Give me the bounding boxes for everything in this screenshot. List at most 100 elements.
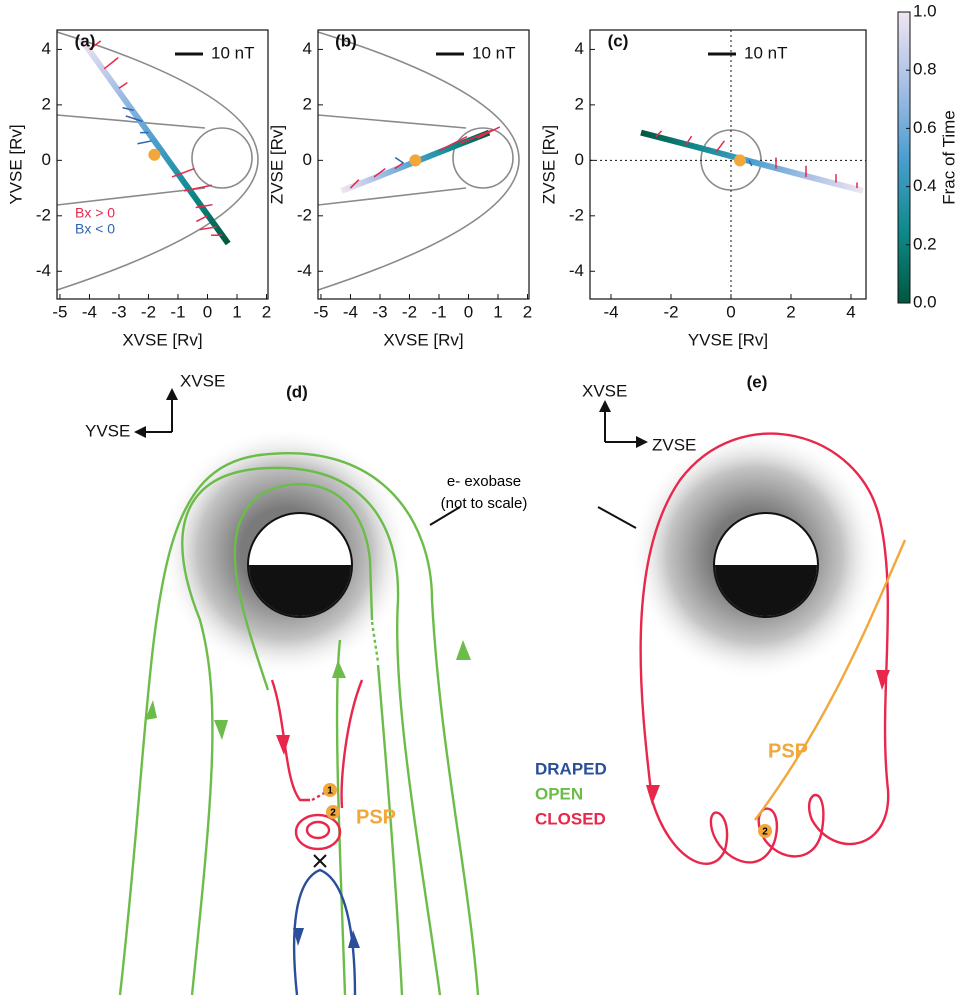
x-tick-label: 1 bbox=[232, 302, 241, 321]
model-boundaries bbox=[56, 31, 762, 291]
scale-bar-label: 10 nT bbox=[744, 43, 787, 62]
field-vector bbox=[118, 82, 128, 89]
y-tick-label: -4 bbox=[36, 261, 51, 280]
scale-bar-label: 10 nT bbox=[211, 43, 254, 62]
x-tick-label: 0 bbox=[203, 302, 212, 321]
field-vector bbox=[373, 167, 386, 178]
x-tick-label: 2 bbox=[786, 302, 795, 321]
field-vector bbox=[394, 156, 404, 164]
field-vector bbox=[394, 162, 404, 170]
x-tick-label: -5 bbox=[52, 302, 67, 321]
plot-area bbox=[640, 129, 864, 194]
colorbar-tick-label: 0.2 bbox=[913, 234, 937, 253]
spacecraft-label: PSP bbox=[356, 806, 396, 828]
x-tick-label: 0 bbox=[726, 302, 735, 321]
panel-label: (b) bbox=[335, 31, 357, 50]
y-tick-label: 4 bbox=[303, 39, 312, 58]
x-axis-label: XVSE [Rv] bbox=[383, 330, 463, 349]
panel-label: (d) bbox=[286, 382, 308, 401]
y-tick-label: 2 bbox=[575, 94, 584, 113]
axis-label: YVSE bbox=[85, 421, 130, 440]
x-tick-label: -3 bbox=[111, 302, 126, 321]
y-tick-label: 0 bbox=[303, 150, 312, 169]
x-tick-label: -5 bbox=[313, 302, 328, 321]
spacecraft-marker bbox=[409, 154, 422, 167]
y-tick-label: 2 bbox=[303, 94, 312, 113]
diagram-e bbox=[599, 400, 907, 865]
panel-label: (c) bbox=[608, 31, 629, 50]
x-tick-label: -1 bbox=[431, 302, 446, 321]
legend-text: CLOSED bbox=[535, 809, 606, 828]
panel-label: (e) bbox=[747, 372, 768, 391]
x-tick-label: -2 bbox=[141, 302, 156, 321]
y-tick-label: -2 bbox=[297, 205, 312, 224]
field-vector bbox=[715, 140, 726, 153]
y-tick-label: 2 bbox=[42, 94, 51, 113]
field-vector bbox=[477, 126, 501, 139]
scale-bar-label: 10 nT bbox=[472, 43, 515, 62]
spacecraft-marker bbox=[734, 154, 746, 167]
spacecraft-label: PSP bbox=[768, 740, 808, 762]
field-vector bbox=[137, 140, 152, 145]
x-tick-label: -3 bbox=[372, 302, 387, 321]
y-tick-label: 4 bbox=[575, 39, 584, 58]
y-tick-label: -2 bbox=[36, 205, 51, 224]
field-vector bbox=[199, 226, 217, 231]
x-tick-label: -2 bbox=[663, 302, 678, 321]
colorbar-tick-label: 0.6 bbox=[913, 118, 937, 137]
field-vector bbox=[103, 57, 119, 70]
field-vector bbox=[459, 129, 494, 145]
x-tick-label: -2 bbox=[402, 302, 417, 321]
axis-label: XVSE bbox=[180, 371, 225, 390]
x-tick-label: 0 bbox=[464, 302, 473, 321]
field-vector bbox=[195, 203, 213, 209]
colorbar-label: Frac of Time bbox=[939, 110, 958, 204]
colorbar bbox=[897, 11, 911, 304]
x-tick-label: -4 bbox=[82, 302, 97, 321]
legend-text: Bx > 0 bbox=[75, 205, 115, 221]
axis-label: XVSE bbox=[582, 381, 627, 400]
field-vector bbox=[122, 106, 134, 112]
y-tick-label: -4 bbox=[297, 261, 312, 280]
plot-area bbox=[78, 36, 231, 246]
trajectory bbox=[78, 36, 231, 246]
x-tick-label: 2 bbox=[523, 302, 532, 321]
x-tick-label: -4 bbox=[603, 302, 618, 321]
legend-text: OPEN bbox=[535, 784, 583, 803]
y-tick-label: 0 bbox=[575, 150, 584, 169]
colorbar-tick-label: 0.8 bbox=[913, 60, 937, 79]
field-vector bbox=[349, 179, 360, 189]
point-label: 2 bbox=[330, 808, 336, 819]
x-tick-label: 1 bbox=[493, 302, 502, 321]
annotation: e- exobase bbox=[447, 473, 521, 490]
y-axis-label: ZVSE [Rv] bbox=[267, 125, 286, 204]
y-tick-label: -4 bbox=[569, 261, 584, 280]
field-vector bbox=[89, 40, 102, 51]
y-tick-label: 4 bbox=[42, 39, 51, 58]
y-axis-label: ZVSE [Rv] bbox=[539, 125, 558, 204]
plot-frame bbox=[56, 29, 269, 300]
legend-text: Bx < 0 bbox=[75, 221, 115, 237]
point-label: 1 bbox=[327, 786, 333, 797]
field-vector bbox=[748, 160, 753, 167]
x-axis-label: YVSE [Rv] bbox=[688, 330, 768, 349]
x-tick-label: 4 bbox=[846, 302, 855, 321]
diagram-d bbox=[118, 388, 480, 996]
point-label: 2 bbox=[762, 827, 768, 838]
spacecraft-marker bbox=[148, 148, 161, 161]
y-tick-label: -2 bbox=[569, 205, 584, 224]
legend-text: DRAPED bbox=[535, 759, 607, 778]
field-vector bbox=[125, 115, 143, 123]
exobase-arrow bbox=[597, 506, 637, 529]
field-vector bbox=[195, 215, 208, 223]
field-vector bbox=[171, 167, 195, 178]
plot-frame bbox=[317, 29, 530, 300]
annotation: (not to scale) bbox=[441, 495, 528, 512]
colorbar-tick-label: 0.4 bbox=[913, 176, 937, 195]
panel-label: (a) bbox=[75, 31, 96, 50]
y-axis-label: YVSE [Rv] bbox=[6, 124, 25, 204]
colorbar-tick-label: 1.0 bbox=[913, 1, 937, 20]
y-tick-label: 0 bbox=[42, 150, 51, 169]
field-vector bbox=[438, 135, 468, 152]
